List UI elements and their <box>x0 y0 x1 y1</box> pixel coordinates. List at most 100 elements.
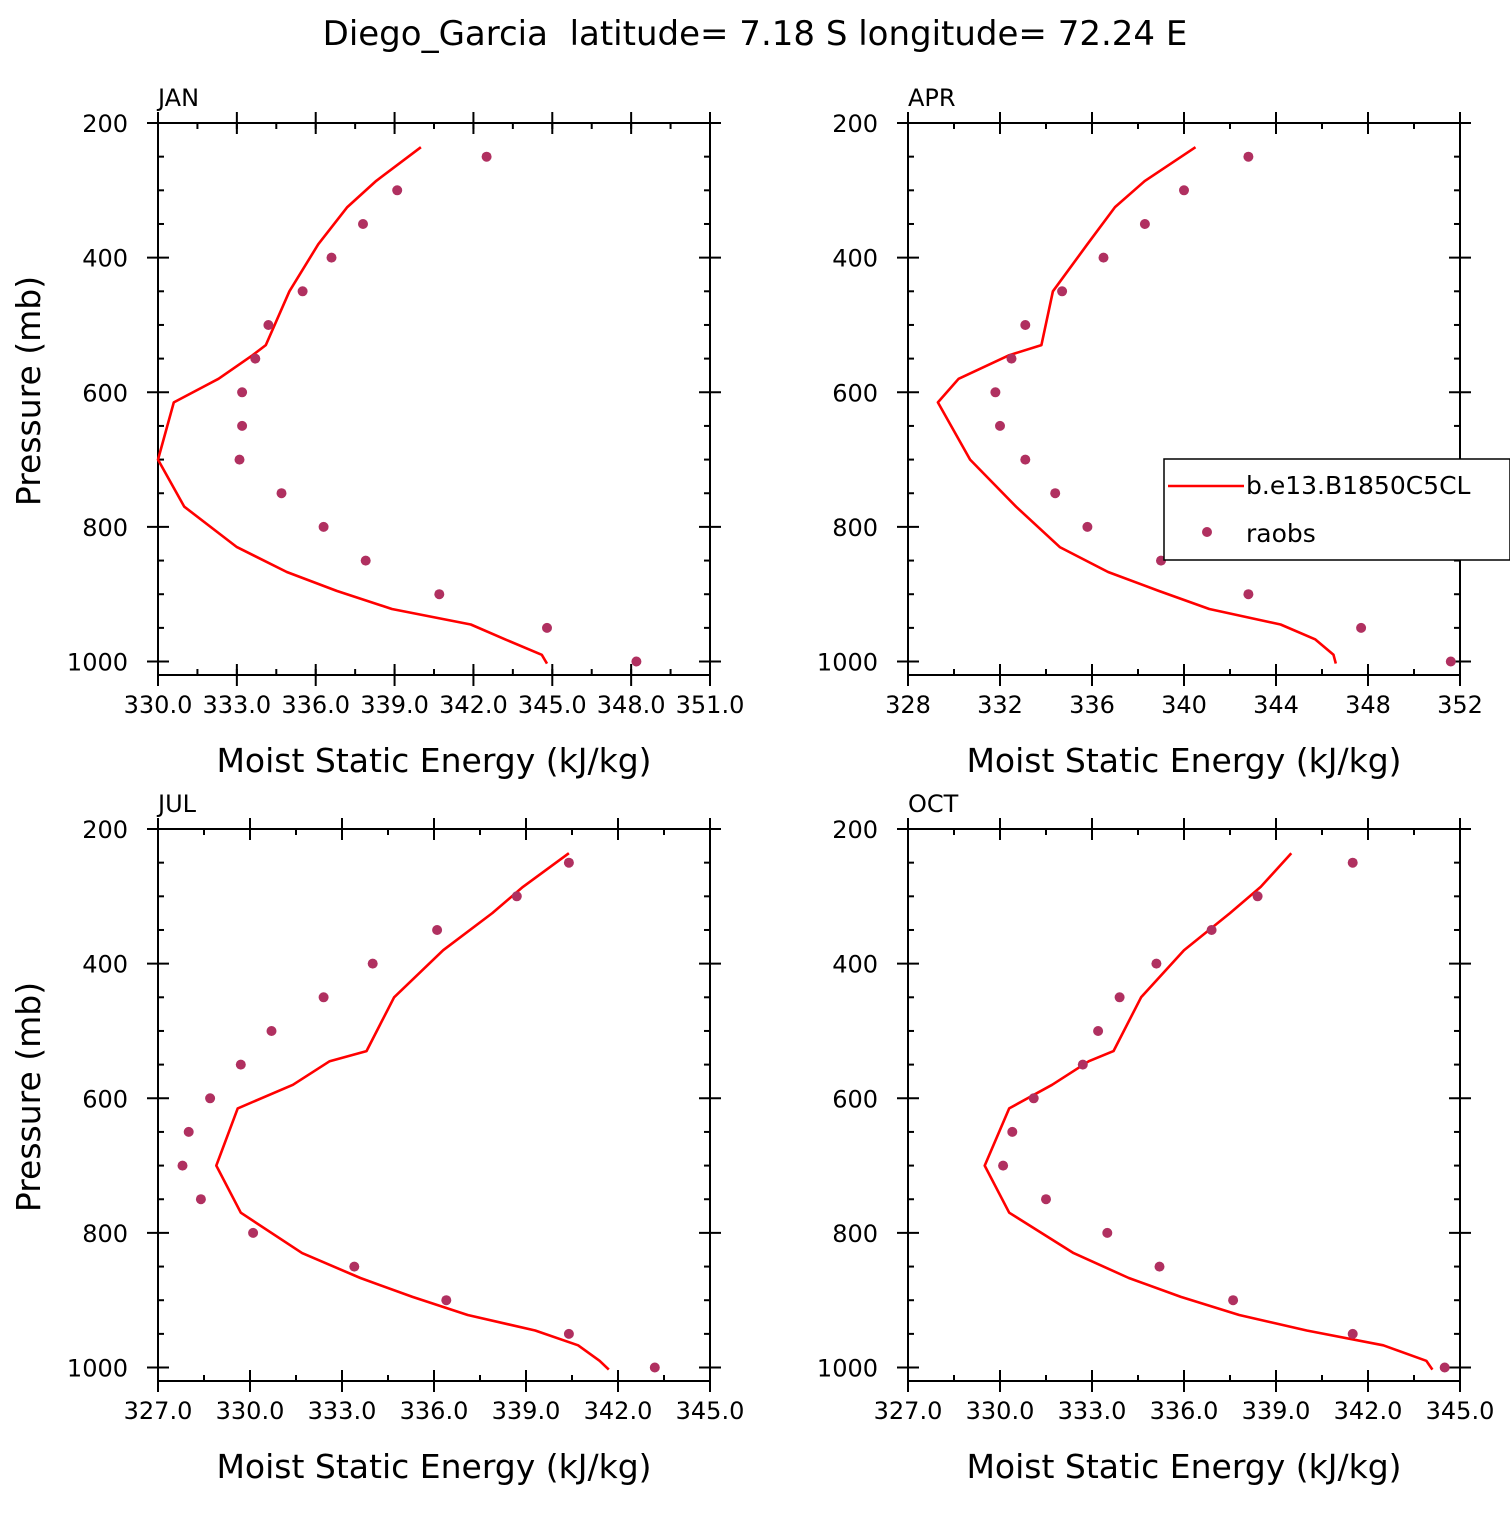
obs-point <box>195 1194 206 1205</box>
x-tick-label: 340 <box>1161 691 1207 719</box>
obs-point <box>1114 992 1125 1003</box>
x-tick-label: 333.0 <box>1058 1397 1127 1425</box>
obs-point <box>481 151 492 162</box>
obs-point <box>1228 1295 1239 1306</box>
obs-point <box>1077 1059 1088 1070</box>
y-tick-label: 1000 <box>67 649 128 677</box>
obs-point <box>1102 1227 1113 1238</box>
x-tick-label: 342.0 <box>1334 1397 1403 1425</box>
plot-frame <box>907 122 1461 676</box>
obs-point <box>234 454 245 465</box>
obs-point <box>276 488 287 499</box>
x-tick-label: 333.0 <box>202 691 271 719</box>
x-tick-label: 339.0 <box>360 691 429 719</box>
legend-label-obs: raobs <box>1246 519 1316 548</box>
x-tick-label: 345.0 <box>1426 1397 1495 1425</box>
obs-point <box>1057 286 1068 297</box>
x-tick-label: 345.0 <box>518 691 587 719</box>
y-tick-label: 600 <box>832 379 878 407</box>
obs-point <box>263 320 274 330</box>
y-tick-label: 600 <box>832 1085 878 1113</box>
obs-point <box>542 622 552 633</box>
x-tick-label: 345.0 <box>676 1397 745 1425</box>
x-tick-label: 339.0 <box>492 1397 561 1425</box>
plot-frame <box>157 122 711 676</box>
figure-title: Diego_Garcia latitude= 7.18 S longitude=… <box>323 14 1188 54</box>
obs-point <box>1356 622 1367 633</box>
legend-marker-swatch <box>1202 527 1212 537</box>
obs-point <box>177 1160 188 1171</box>
x-tick-label: 336.0 <box>281 691 350 719</box>
obs-point <box>1439 1362 1450 1373</box>
x-tick-label: 333.0 <box>308 1397 377 1425</box>
obs-point <box>511 891 522 902</box>
obs-point <box>367 958 378 969</box>
y-tick-label: 800 <box>832 1220 878 1248</box>
obs-point <box>649 1362 660 1373</box>
x-tick-label: 327.0 <box>874 1397 943 1425</box>
y-tick-label: 200 <box>832 110 878 138</box>
obs-point <box>326 252 337 263</box>
x-axis-title: Moist Static Energy (kJ/kg) <box>966 741 1401 780</box>
obs-point <box>248 1227 259 1238</box>
obs-point <box>1050 488 1061 499</box>
panel-oct: OCT 327.0 330.0 333.0 336.0 339.0 342.0 345.0 2… <box>817 790 1494 1486</box>
y-tick-label: 400 <box>832 951 878 979</box>
x-tick-label: 336.0 <box>400 1397 469 1425</box>
obs-point <box>235 1059 246 1070</box>
x-tick-label: 330.0 <box>966 1397 1035 1425</box>
y-tick-label: 800 <box>82 1220 128 1248</box>
obs-point <box>631 656 642 667</box>
obs-point <box>392 185 403 196</box>
x-tick-label: 328 <box>885 691 931 719</box>
panel-jan: JAN 330.0 333.0 336.0 339.0 342.0 345.0 348.0 3… <box>9 84 744 780</box>
obs-point <box>995 420 1005 431</box>
obs-point <box>349 1261 360 1272</box>
obs-point <box>1020 320 1031 330</box>
y-tick-label: 800 <box>832 514 878 542</box>
obs-point <box>205 1093 216 1104</box>
x-tick-label: 330.0 <box>216 1397 285 1425</box>
obs-point <box>1445 656 1456 667</box>
y-tick-label: 200 <box>82 816 128 844</box>
obs-point <box>1082 521 1093 532</box>
obs-point <box>563 857 574 868</box>
panel-jul: JUL 327.0 330.0 333.0 336.0 339.0 342.0 345.0 2… <box>9 790 744 1486</box>
y-tick-label: 600 <box>82 379 128 407</box>
obs-point <box>297 286 308 297</box>
obs-point <box>1093 1026 1104 1036</box>
legend-label-model: b.e13.B1850C5CL <box>1246 471 1471 500</box>
x-tick-label: 348.0 <box>597 691 666 719</box>
y-axis-title: Pressure (mb) <box>9 982 48 1212</box>
obs-point <box>1347 1328 1358 1339</box>
x-tick-label: 342.0 <box>584 1397 653 1425</box>
obs-point <box>434 589 445 600</box>
obs-point <box>1252 891 1263 902</box>
series-line-model <box>156 146 549 665</box>
panel-label: APR <box>908 84 956 112</box>
obs-point <box>1041 1194 1051 1205</box>
obs-point <box>1243 151 1254 162</box>
panel-label: OCT <box>908 790 959 818</box>
obs-point <box>441 1295 452 1306</box>
obs-point <box>266 1026 277 1036</box>
obs-point <box>1139 219 1150 229</box>
plot-frame <box>157 828 711 1382</box>
obs-point <box>1206 925 1217 935</box>
series-line-model <box>936 146 1338 664</box>
obs-point <box>1028 1093 1039 1104</box>
x-axis-title: Moist Static Energy (kJ/kg) <box>966 1447 1401 1486</box>
y-axis-title: Pressure (mb) <box>9 276 48 506</box>
obs-point <box>998 1160 1009 1171</box>
y-tick-label: 1000 <box>67 1355 128 1383</box>
x-tick-label: 330.0 <box>124 691 193 719</box>
y-tick-label: 1000 <box>817 649 878 677</box>
y-tick-label: 200 <box>82 110 128 138</box>
obs-point <box>360 555 371 566</box>
obs-point <box>1179 185 1189 196</box>
obs-point <box>990 387 1001 398</box>
series-line-model <box>215 852 610 1371</box>
y-tick-label: 1000 <box>817 1355 878 1383</box>
obs-point <box>1154 1261 1165 1272</box>
